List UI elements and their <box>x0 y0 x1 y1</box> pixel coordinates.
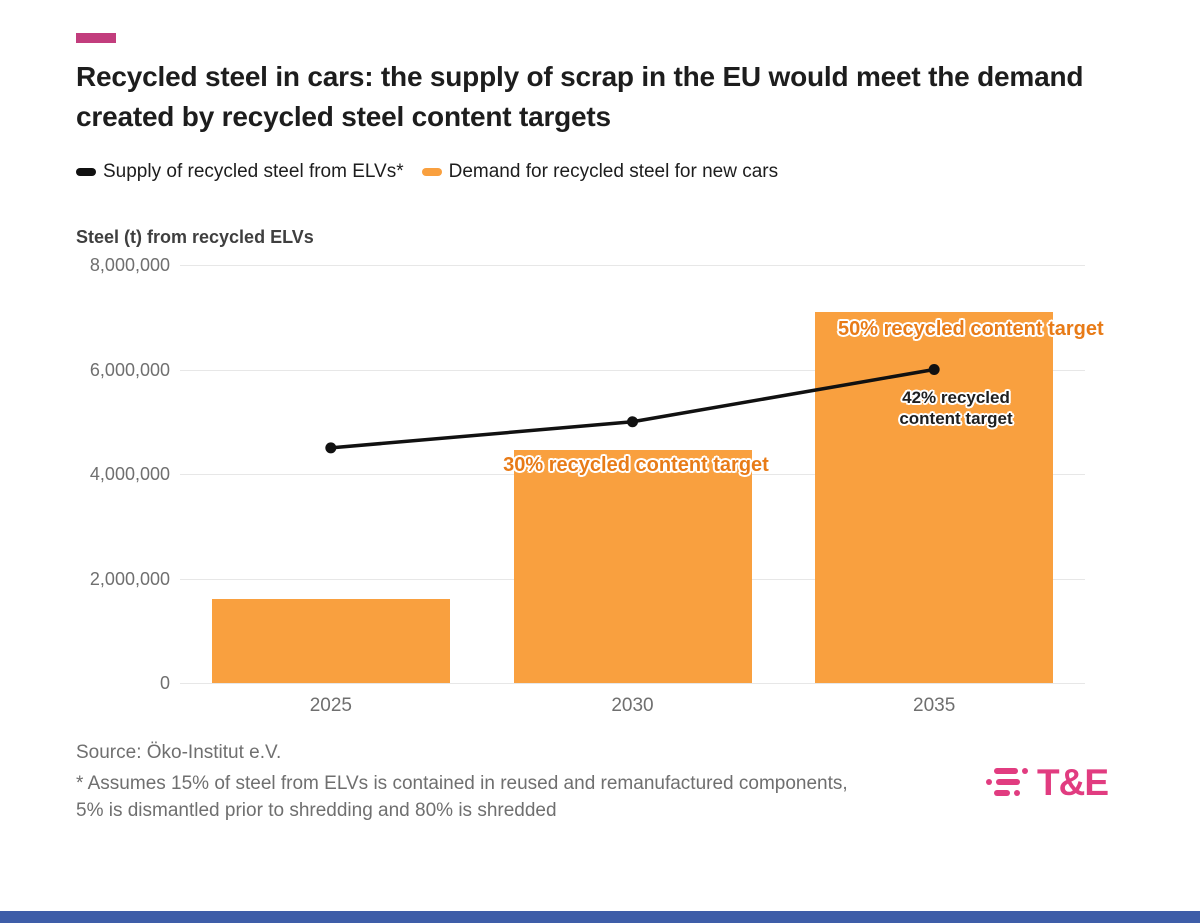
accent-bar <box>76 33 116 43</box>
page-title: Recycled steel in cars: the supply of sc… <box>76 61 1084 132</box>
gridline <box>180 683 1085 684</box>
y-tick-label: 2,000,000 <box>89 568 170 589</box>
gridline <box>180 369 1085 371</box>
supply-line <box>325 364 940 454</box>
legend-label-demand: Demand for recycled steel for new cars <box>448 161 779 182</box>
footnote-text: * Assumes 15% of steel from ELVs is cont… <box>76 773 848 821</box>
legend-item-supply: Supply of recycled steel from ELVs* <box>76 161 404 183</box>
x-tick-label: 2035 <box>913 695 956 716</box>
bar-2025 <box>211 599 450 683</box>
annotation-1: 30% recycled content target <box>503 454 769 476</box>
te-logo: T&E <box>986 762 1109 804</box>
y-axis: 0 2,000,000 4,000,000 6,000,000 8,000,000 <box>75 256 170 693</box>
annotation-2: 50% recycled content target <box>838 318 1104 340</box>
line-point <box>627 416 638 428</box>
source-text: Source: Öko-Institut e.V. <box>76 742 282 763</box>
supply-line-swatch <box>76 168 96 176</box>
plot-area: 2025 2030 2035 30% recycled content target 5… <box>180 265 1104 716</box>
legend-label-supply: Supply of recycled steel from ELVs* <box>103 161 404 182</box>
chart: 0 2,000,000 4,000,000 6,000,000 8,000,000 20… <box>75 256 1115 718</box>
y-tick-label: 0 <box>159 673 170 693</box>
legend-item-demand: Demand for recycled steel for new cars <box>421 161 779 183</box>
line-point <box>325 442 337 454</box>
x-tick-label: 2025 <box>309 695 352 716</box>
demand-bar-swatch <box>421 168 442 176</box>
bar-2030 <box>513 450 752 683</box>
y-tick-label: 8,000,000 <box>89 256 170 275</box>
bottom-strip <box>0 911 1200 923</box>
line-point <box>928 364 940 375</box>
y-tick-label: 4,000,000 <box>89 464 170 484</box>
chart-legend: Supply of recycled steel from ELVs* Dema… <box>76 161 778 183</box>
y-axis-title: Steel (t) from recycled ELVs <box>76 227 314 247</box>
annotation-3: 42% recycled content target <box>899 388 1013 429</box>
gridline <box>180 265 1085 266</box>
te-logo-icon <box>986 768 1028 796</box>
y-tick-label: 6,000,000 <box>89 359 170 380</box>
te-logo-text: T&E <box>1037 762 1109 803</box>
x-tick-label: 2030 <box>611 695 654 716</box>
